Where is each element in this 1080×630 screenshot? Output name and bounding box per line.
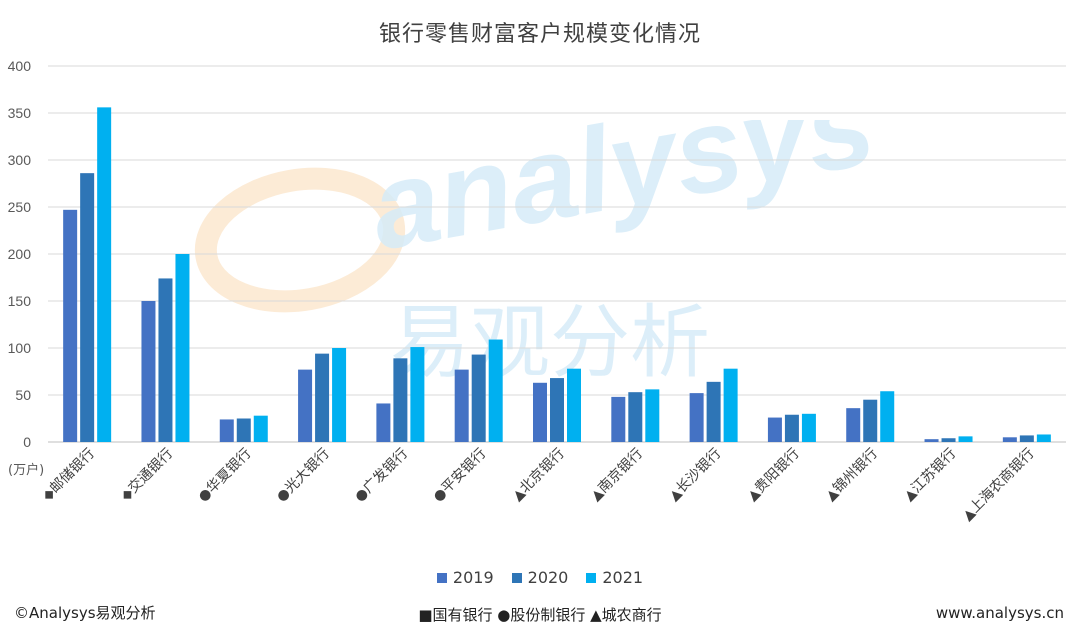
bar-2019 <box>767 417 782 442</box>
legend-item-2021: 2021 <box>586 568 643 587</box>
copyright: ©Analysys易观分析 <box>14 604 156 622</box>
y-tick-label: 400 <box>8 58 32 74</box>
bar-2020 <box>784 414 799 442</box>
legend: 2019 2020 2021 <box>0 568 1080 587</box>
bar-2021 <box>488 339 503 442</box>
bar-2020 <box>706 381 721 442</box>
legend-label-2021: 2021 <box>602 568 644 587</box>
bar-2020 <box>550 378 564 442</box>
x-tick-label: ●华夏银行 <box>195 446 255 506</box>
bar-2019 <box>611 396 626 442</box>
bar-2021 <box>253 415 268 442</box>
x-tick-label: ▲长沙银行 <box>666 446 725 505</box>
bar-2019 <box>298 369 313 442</box>
y-tick-label: 0 <box>23 434 31 450</box>
x-tick-label: ▲贵阳银行 <box>744 446 803 505</box>
bar-2019 <box>376 403 391 442</box>
legend-swatch-2021 <box>586 572 597 583</box>
bar-2021 <box>567 368 581 442</box>
x-tick-label: ●光大银行 <box>273 446 333 506</box>
x-tick-label: ◆邮储银行 <box>39 446 98 505</box>
legend-swatch-2019 <box>436 572 447 583</box>
bar-2021 <box>723 368 738 442</box>
bar-2019 <box>533 382 547 442</box>
bar-2020 <box>941 438 956 442</box>
bar-2021 <box>880 391 895 442</box>
bar-2020 <box>471 354 486 442</box>
website: www.analysys.cn <box>935 604 1064 622</box>
bar-2020 <box>315 353 330 442</box>
legend-item-2019: 2019 <box>436 568 494 587</box>
bar-2021 <box>645 389 660 442</box>
bar-2019 <box>454 369 469 442</box>
x-tick-label: ▲江苏银行 <box>901 446 960 505</box>
legend-label-2019: 2019 <box>452 568 494 587</box>
bar-2021 <box>332 348 347 442</box>
y-tick-label: 150 <box>8 293 32 309</box>
y-tick-label: 100 <box>8 340 32 356</box>
bar-2020 <box>863 399 878 442</box>
x-tick-label: ●广发银行 <box>352 446 412 506</box>
bar-2020 <box>236 418 251 442</box>
bar-2021 <box>801 413 816 442</box>
x-tick-label: ▲南京银行 <box>588 446 647 505</box>
x-tick-label: ●平安银行 <box>430 446 490 506</box>
bar-2021 <box>410 347 425 442</box>
x-tick-label: ◆交通银行 <box>117 445 176 504</box>
bar-2019 <box>141 301 156 442</box>
bar-2020 <box>158 278 173 442</box>
y-tick-label: 250 <box>8 199 32 215</box>
bar-2019 <box>63 209 78 442</box>
bar-2019 <box>219 419 234 442</box>
bar-2021 <box>1036 434 1051 442</box>
y-tick-label: 200 <box>8 246 32 262</box>
bar-2020 <box>80 173 95 442</box>
bank-type-note: ■国有银行 ●股份制银行 ▲城农商行 <box>418 606 662 624</box>
bar-chart: 0 50 100 150 200 250 300 350 400 (万户)◆邮储银行 ◆交通银行 ●华… <box>8 58 1066 524</box>
y-tick-label: 300 <box>8 152 32 168</box>
y-axis-unit: (万户) <box>8 462 44 478</box>
chart-title: 银行零售财富客户规模变化情况 <box>378 22 701 47</box>
legend-swatch-2020 <box>511 572 522 583</box>
bar-2020 <box>393 358 408 442</box>
legend-label-2020: 2020 <box>527 568 569 587</box>
y-tick-label: 350 <box>8 105 32 121</box>
bar-2021 <box>958 436 973 442</box>
bar-2019 <box>846 408 861 442</box>
x-tick-label: ▲锦州银行 <box>822 445 881 504</box>
bar-2019 <box>1002 437 1017 442</box>
bar-2020 <box>1019 435 1034 442</box>
bar-2021 <box>97 107 112 443</box>
bar-2019 <box>689 393 704 442</box>
y-tick-label: 50 <box>15 387 31 403</box>
x-tick-label: ▲北京银行 <box>509 446 568 505</box>
bar-2019 <box>924 439 939 442</box>
bar-2020 <box>628 392 643 442</box>
legend-item-2020: 2020 <box>511 568 569 587</box>
bar-2021 <box>175 254 190 442</box>
x-tick-label: ▲上海农商银行 <box>959 446 1037 524</box>
